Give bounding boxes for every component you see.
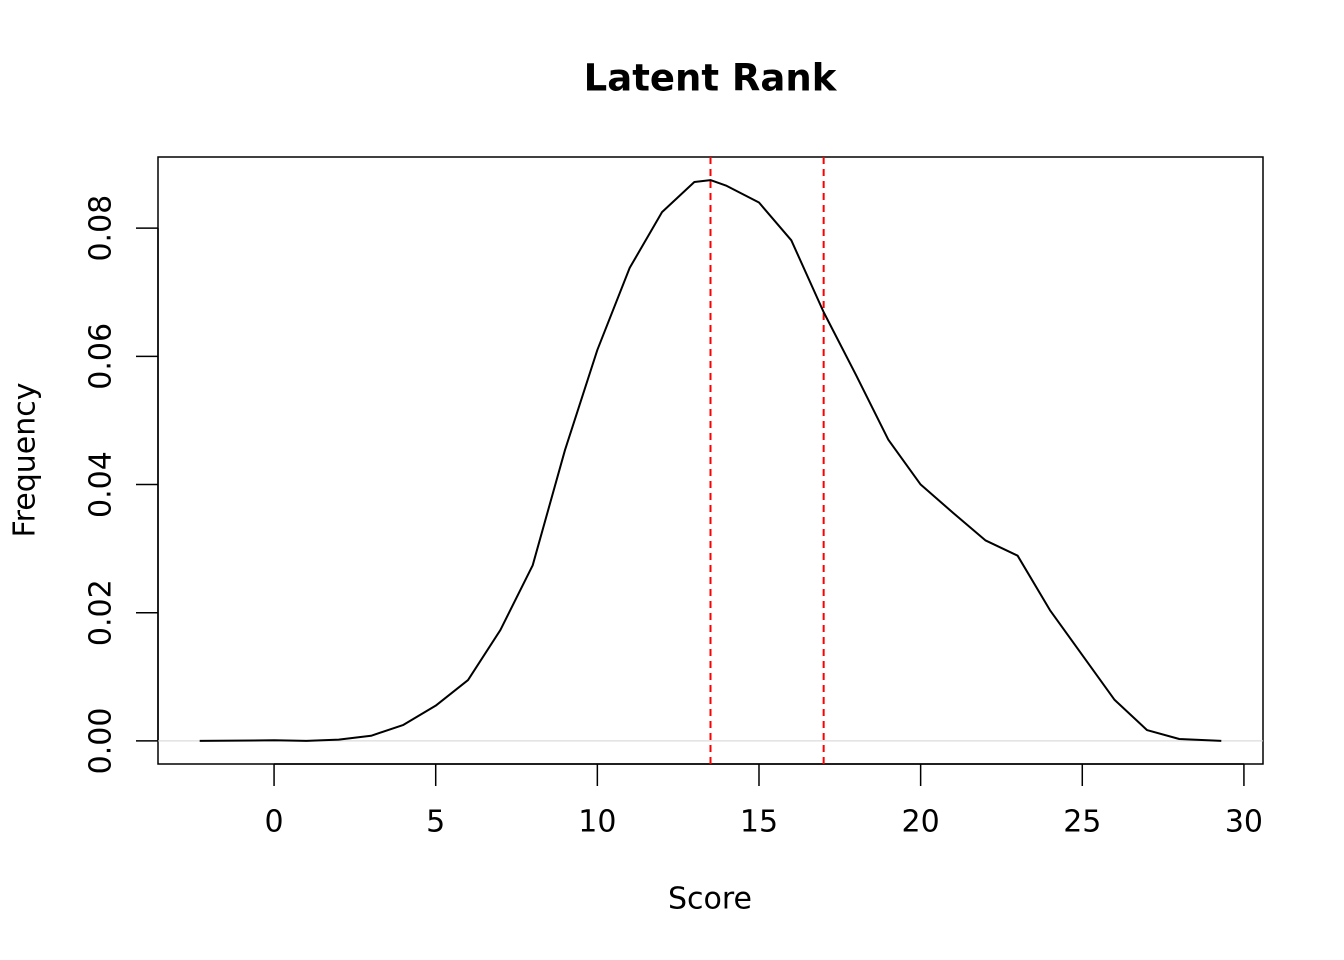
x-tick-label: 30 bbox=[1225, 805, 1263, 840]
y-tick-label: 0.04 bbox=[84, 451, 119, 518]
x-tick-label: 25 bbox=[1063, 805, 1101, 840]
y-axis-label: Frequency bbox=[8, 383, 43, 538]
y-tick-label: 0.02 bbox=[84, 579, 119, 646]
chart-title: Latent Rank bbox=[584, 57, 838, 100]
y-tick-label: 0.08 bbox=[84, 195, 119, 262]
x-tick-label: 10 bbox=[578, 805, 616, 840]
x-tick-label: 15 bbox=[740, 805, 778, 840]
y-tick-label: 0.00 bbox=[84, 708, 119, 775]
x-axis-label: Score bbox=[668, 882, 752, 917]
density-line bbox=[199, 179, 1222, 742]
x-tick-label: 20 bbox=[902, 805, 940, 840]
x-tick-label: 5 bbox=[426, 805, 445, 840]
x-tick-label: 0 bbox=[265, 805, 284, 840]
y-tick-label: 0.06 bbox=[84, 323, 119, 390]
